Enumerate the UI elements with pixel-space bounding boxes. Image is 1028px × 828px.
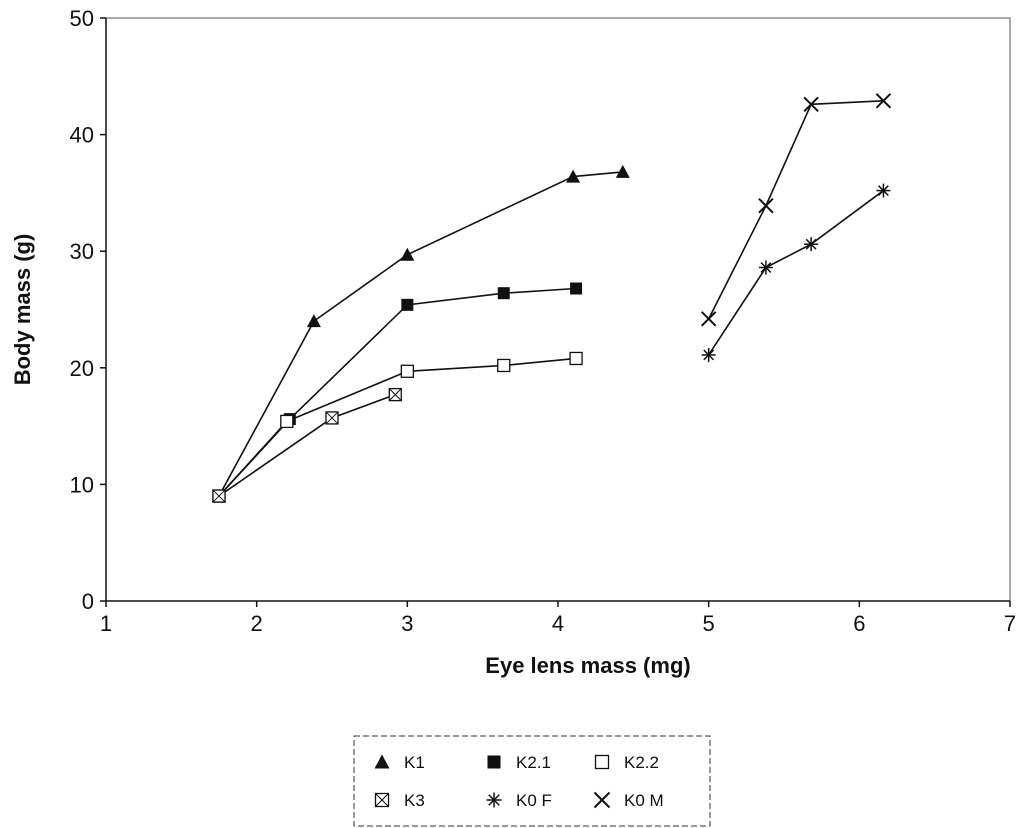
y-axis-label: Body mass (g) bbox=[10, 234, 35, 386]
legend: K1 K2.1 K2.2 K3 K0 F K0 M bbox=[353, 735, 711, 827]
y-tick-label: 10 bbox=[70, 472, 94, 497]
legend-label-k2-1: K2.1 bbox=[516, 753, 551, 772]
marker-shape bbox=[401, 298, 414, 311]
marker-shape bbox=[388, 388, 402, 401]
x-axis-label: Eye lens mass (mg) bbox=[485, 653, 690, 678]
data-point-k3 bbox=[325, 411, 339, 425]
plot-area: 1 2 3 4 5 6 7 0 10 20 30 40 50 bbox=[70, 6, 1017, 636]
marker-shape bbox=[758, 198, 774, 214]
y-tick-label: 0 bbox=[82, 589, 94, 614]
x-tick-label: 6 bbox=[853, 611, 865, 636]
legend-marker-k2-2 bbox=[594, 754, 610, 770]
data-point-k2-2 bbox=[569, 351, 583, 366]
data-point-k2-1 bbox=[497, 287, 510, 300]
marker-shape bbox=[280, 414, 294, 429]
marker-shape bbox=[569, 351, 583, 366]
series-line-k1 bbox=[218, 171, 623, 497]
data-point-k0-m bbox=[758, 198, 774, 214]
marker-shape bbox=[325, 411, 339, 425]
legend-marker-k0-f bbox=[486, 792, 502, 808]
legend-label-k1: K1 bbox=[404, 753, 425, 772]
legend-label-k0-f: K0 F bbox=[516, 791, 552, 810]
marker-shape bbox=[593, 791, 611, 809]
marker-shape bbox=[700, 311, 717, 327]
legend-marker-k2-1 bbox=[487, 755, 501, 769]
marker-shape bbox=[594, 754, 610, 770]
series-line-k0-f bbox=[707, 189, 884, 356]
x-tick-label: 2 bbox=[251, 611, 263, 636]
data-point-k0-m bbox=[803, 96, 819, 112]
data-point-k0-f bbox=[758, 260, 773, 275]
series-line-k0-m bbox=[707, 99, 884, 320]
legend-marker-k1 bbox=[374, 754, 390, 769]
marker-shape bbox=[212, 489, 226, 503]
marker-shape bbox=[566, 169, 581, 183]
x-tick-label: 4 bbox=[552, 611, 564, 636]
data-point-k1 bbox=[306, 314, 321, 328]
y-tick-label: 30 bbox=[70, 239, 94, 264]
x-tick-label: 5 bbox=[703, 611, 715, 636]
data-point-k0-f bbox=[701, 347, 716, 362]
marker-shape bbox=[497, 358, 511, 373]
plot-frame bbox=[105, 17, 1011, 602]
marker-shape bbox=[487, 755, 501, 769]
marker-shape bbox=[306, 314, 321, 328]
series-line-k2-2 bbox=[218, 357, 577, 497]
data-point-k3 bbox=[212, 489, 226, 503]
legend-marker-k0-m bbox=[593, 791, 611, 809]
x-tick-label: 7 bbox=[1004, 611, 1016, 636]
marker-shape bbox=[375, 793, 389, 807]
data-point-k1 bbox=[615, 164, 630, 178]
data-point-k0-f bbox=[804, 237, 819, 252]
x-tick-label: 1 bbox=[100, 611, 112, 636]
legend-label-k2-2: K2.2 bbox=[624, 753, 659, 772]
data-point-k1 bbox=[566, 169, 581, 183]
series-line-k3 bbox=[218, 393, 396, 497]
legend-label-k0-m: K0 M bbox=[624, 791, 664, 810]
marker-shape bbox=[570, 282, 583, 295]
data-point-k2-2 bbox=[280, 414, 294, 429]
data-point-k0-f bbox=[876, 183, 891, 198]
data-point-k2-2 bbox=[400, 364, 414, 378]
data-point-k2-1 bbox=[570, 282, 583, 295]
marker-shape bbox=[875, 93, 892, 109]
y-tick-label: 20 bbox=[70, 356, 94, 381]
marker-shape bbox=[400, 247, 415, 261]
data-point-k3 bbox=[388, 387, 402, 402]
data-point-k0-m bbox=[875, 93, 892, 109]
data-point-k2-2 bbox=[497, 358, 511, 373]
legend-label-k3: K3 bbox=[404, 791, 425, 810]
marker-shape bbox=[803, 96, 819, 112]
y-tick-label: 50 bbox=[70, 6, 94, 31]
marker-shape bbox=[374, 754, 390, 769]
marker-shape bbox=[615, 164, 630, 178]
legend-marker-k3 bbox=[374, 792, 390, 808]
data-point-k0-m bbox=[700, 311, 717, 327]
data-point-k2-1 bbox=[401, 298, 414, 311]
legend-box bbox=[353, 735, 711, 827]
marker-shape bbox=[400, 364, 414, 378]
marker-shape bbox=[497, 287, 510, 300]
x-tick-label: 3 bbox=[401, 611, 413, 636]
data-point-k1 bbox=[400, 247, 415, 261]
y-tick-label: 40 bbox=[70, 123, 94, 148]
